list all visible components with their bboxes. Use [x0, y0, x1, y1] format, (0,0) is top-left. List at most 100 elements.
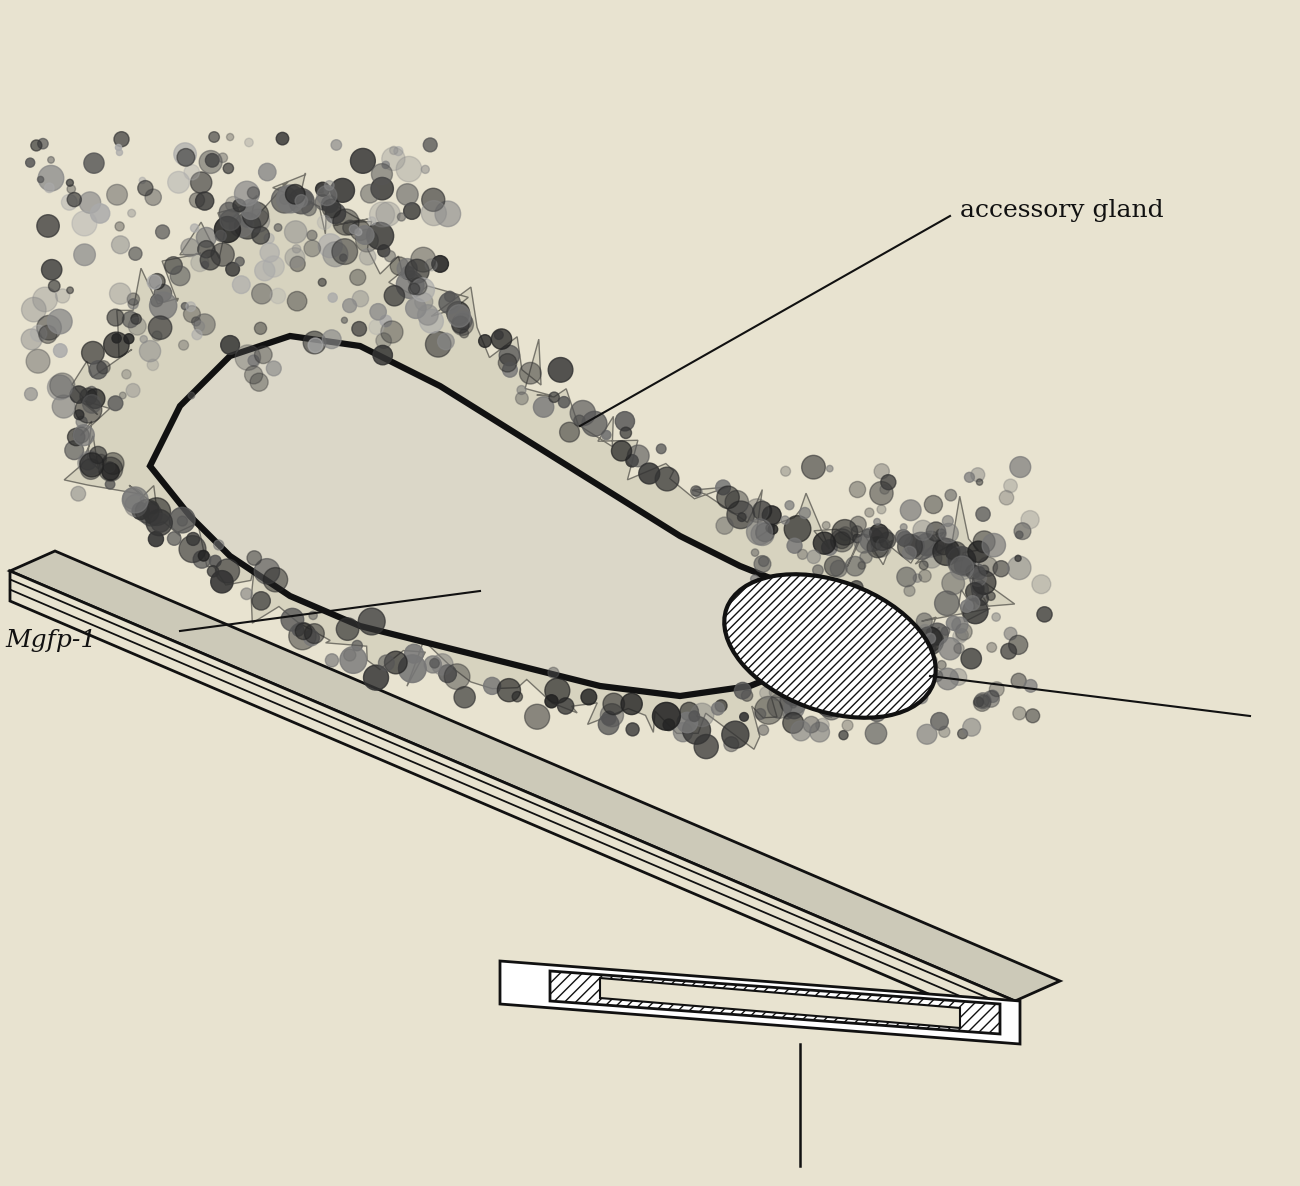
Circle shape	[750, 575, 758, 584]
Circle shape	[876, 648, 892, 663]
Circle shape	[1015, 555, 1022, 561]
Circle shape	[174, 142, 196, 165]
Circle shape	[181, 302, 188, 310]
Circle shape	[178, 340, 188, 350]
Circle shape	[961, 600, 972, 612]
Circle shape	[716, 480, 731, 495]
Circle shape	[611, 441, 632, 461]
Circle shape	[421, 200, 446, 225]
Circle shape	[181, 238, 199, 256]
Circle shape	[101, 463, 120, 480]
Circle shape	[867, 537, 888, 557]
Circle shape	[1004, 479, 1018, 492]
Circle shape	[420, 310, 443, 333]
Circle shape	[129, 247, 142, 260]
Circle shape	[864, 508, 874, 517]
Circle shape	[924, 496, 942, 514]
Circle shape	[737, 512, 746, 522]
Polygon shape	[500, 961, 1020, 1044]
Circle shape	[759, 556, 768, 567]
Circle shape	[352, 291, 369, 307]
Circle shape	[711, 702, 724, 715]
Circle shape	[916, 613, 932, 629]
Circle shape	[152, 331, 162, 340]
Circle shape	[1000, 491, 1014, 505]
Circle shape	[116, 145, 122, 151]
Circle shape	[914, 638, 924, 649]
Circle shape	[972, 567, 985, 580]
Circle shape	[140, 336, 147, 343]
Circle shape	[690, 486, 701, 496]
Circle shape	[915, 534, 937, 555]
Circle shape	[77, 416, 87, 427]
Circle shape	[214, 217, 240, 243]
Circle shape	[240, 199, 261, 219]
Circle shape	[396, 184, 419, 205]
Circle shape	[98, 361, 111, 374]
Circle shape	[226, 197, 240, 212]
Circle shape	[946, 542, 966, 562]
Circle shape	[325, 653, 338, 667]
Circle shape	[411, 247, 436, 272]
Circle shape	[390, 146, 398, 154]
Circle shape	[815, 689, 844, 716]
Circle shape	[148, 531, 164, 547]
Circle shape	[385, 250, 395, 262]
Circle shape	[913, 574, 922, 582]
Circle shape	[833, 531, 850, 549]
Circle shape	[276, 133, 289, 145]
Circle shape	[638, 463, 659, 484]
Circle shape	[315, 195, 330, 210]
Circle shape	[941, 627, 950, 636]
Circle shape	[380, 315, 391, 326]
Circle shape	[105, 479, 114, 489]
Circle shape	[25, 388, 38, 401]
Circle shape	[39, 325, 57, 344]
Circle shape	[156, 225, 169, 238]
Circle shape	[370, 178, 394, 200]
Circle shape	[147, 502, 159, 514]
Circle shape	[573, 415, 585, 427]
Circle shape	[233, 276, 250, 293]
Circle shape	[976, 479, 983, 485]
Circle shape	[120, 393, 126, 398]
Circle shape	[240, 588, 252, 600]
Polygon shape	[550, 971, 1000, 1034]
Circle shape	[598, 714, 619, 734]
Circle shape	[122, 370, 131, 378]
Circle shape	[827, 465, 833, 472]
Circle shape	[781, 466, 790, 476]
Circle shape	[498, 353, 516, 372]
Circle shape	[693, 486, 702, 497]
Circle shape	[287, 292, 307, 311]
Circle shape	[322, 242, 348, 267]
Circle shape	[430, 658, 439, 668]
Circle shape	[290, 256, 305, 272]
Circle shape	[993, 561, 1009, 576]
Circle shape	[26, 158, 35, 167]
Circle shape	[767, 694, 792, 719]
Circle shape	[79, 192, 100, 213]
Circle shape	[125, 495, 147, 517]
Circle shape	[975, 592, 988, 605]
Circle shape	[350, 269, 365, 286]
Circle shape	[818, 613, 840, 635]
Circle shape	[332, 140, 342, 151]
Circle shape	[68, 185, 75, 193]
Circle shape	[146, 189, 161, 205]
Circle shape	[796, 576, 807, 588]
Circle shape	[935, 591, 959, 616]
Circle shape	[798, 549, 807, 560]
Circle shape	[103, 453, 124, 474]
Circle shape	[653, 702, 680, 731]
Circle shape	[38, 177, 44, 183]
Circle shape	[179, 536, 205, 562]
Circle shape	[796, 684, 811, 700]
Circle shape	[177, 516, 187, 527]
Circle shape	[151, 514, 170, 533]
Circle shape	[234, 212, 261, 240]
Circle shape	[758, 725, 768, 735]
Circle shape	[317, 185, 337, 205]
Circle shape	[677, 713, 698, 733]
Circle shape	[112, 236, 130, 254]
